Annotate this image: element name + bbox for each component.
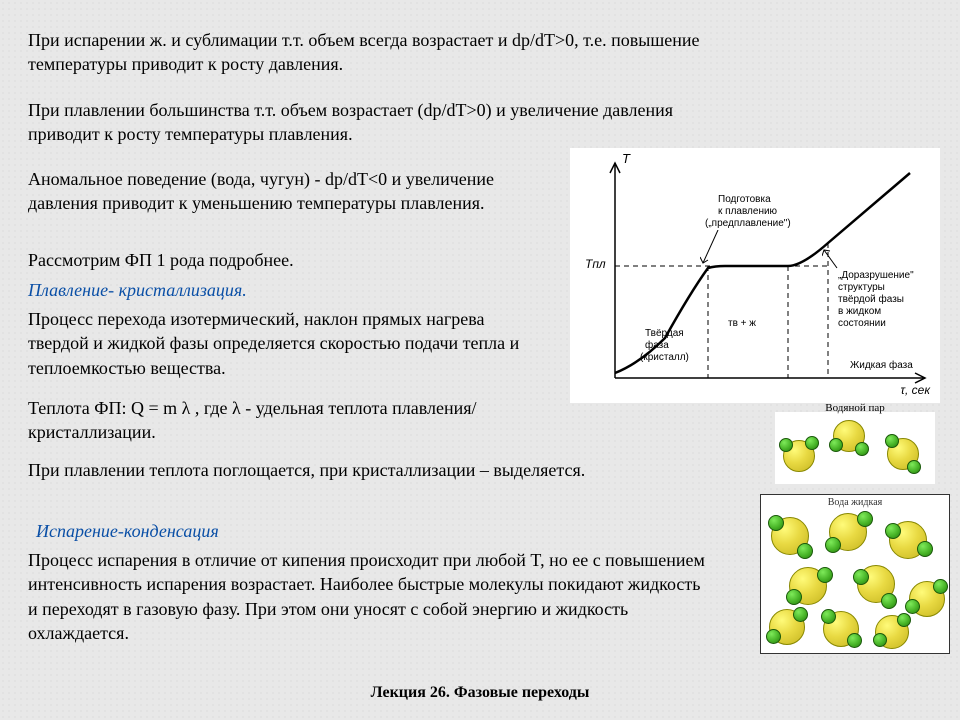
liquid-caption: Вода жидкая — [761, 497, 949, 508]
chart-prep-3: („предплавление") — [705, 218, 791, 230]
chart-prep-2: к плавлению — [718, 206, 777, 218]
chart-x-axis-label: τ, сек — [901, 384, 931, 398]
paragraph-10: Процесс испарения в отличие от кипения п… — [28, 548, 708, 645]
chart-mix: тв + ж — [728, 318, 756, 330]
paragraph-3: Аномальное поведение (вода, чугун) - dp/… — [28, 167, 508, 216]
chart-y-axis-label: T — [622, 152, 630, 167]
chart-dest-4: в жидком — [838, 306, 881, 318]
molecule-vapor-box — [775, 412, 935, 484]
phase-chart: T Tпл τ, сек Подготовка к плавлению („пр… — [570, 148, 940, 403]
footer-title: Лекция 26. Фазовые переходы — [0, 684, 960, 702]
chart-liquid: Жидкая фаза — [850, 360, 913, 372]
vapor-caption: Водяной пар — [775, 402, 935, 414]
chart-dest-2: структуры — [838, 282, 885, 294]
chart-dest-1: „Доразрушение" — [838, 270, 914, 282]
paragraph-1: При испарении ж. и сублимации т.т. объем… — [28, 28, 748, 77]
chart-arrow-dest — [822, 248, 842, 270]
chart-tpl-label: Tпл — [585, 258, 606, 272]
heading-melting: Плавление- кристаллизация. — [28, 278, 508, 302]
chart-prep-1: Подготовка — [718, 194, 771, 206]
chart-arrow-prep — [700, 230, 720, 266]
chart-dest-5: состоянии — [838, 318, 886, 330]
molecule-liquid-box: Вода жидкая — [760, 494, 950, 654]
paragraph-2: При плавлении большинства т.т. объем воз… — [28, 98, 748, 147]
chart-dest-3: твёрдой фазы — [838, 294, 904, 306]
chart-solid-1: Твёрдая — [645, 328, 684, 340]
chart-solid-3: (кристалл) — [640, 352, 689, 364]
heading-evaporation: Испарение-конденсация — [36, 519, 516, 543]
chart-solid-2: фаза — [645, 340, 669, 352]
paragraph-6: Процесс перехода изотермический, наклон … — [28, 307, 548, 380]
paragraph-8: При плавлении теплота поглощается, при к… — [28, 458, 658, 482]
paragraph-7: Теплота ФП: Q = m λ , где λ - удельная т… — [28, 396, 548, 445]
paragraph-4: Рассмотрим ФП 1 рода подробнее. — [28, 248, 508, 272]
